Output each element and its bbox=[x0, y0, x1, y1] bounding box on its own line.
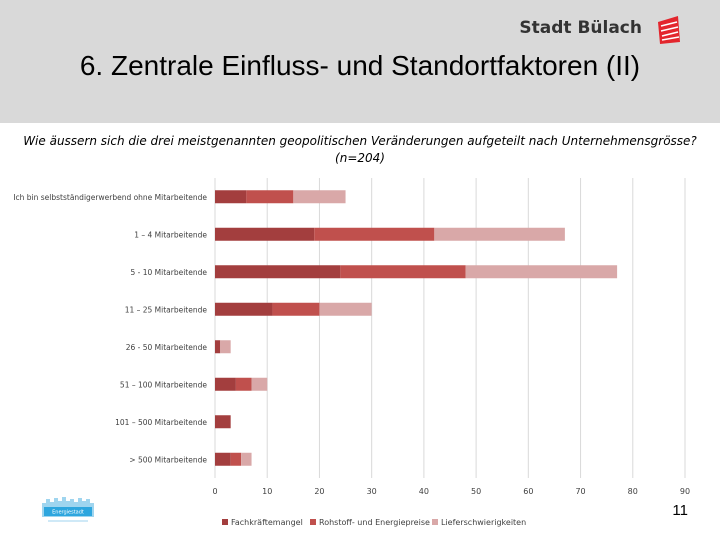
bar-2-7 bbox=[241, 452, 252, 466]
bar-0-5 bbox=[215, 377, 236, 391]
legend-swatch-0 bbox=[222, 519, 228, 525]
bar-1-5 bbox=[235, 377, 252, 391]
x-tick-label-9: 90 bbox=[680, 487, 690, 496]
bar-1-7 bbox=[230, 452, 242, 466]
bar-2-1 bbox=[434, 227, 565, 241]
legend-label-0: Fachkräftemangel bbox=[231, 518, 303, 527]
x-tick-label-3: 30 bbox=[367, 487, 377, 496]
category-label-5: 51 – 100 Mitarbeitende bbox=[120, 380, 207, 389]
bar-0-3 bbox=[215, 302, 273, 316]
legend-swatch-2 bbox=[432, 519, 438, 525]
bar-2-2 bbox=[465, 265, 618, 279]
chart-title-text: Wie äussern sich die drei meistgenannten… bbox=[23, 134, 697, 148]
category-label-1: 1 – 4 Mitarbeitende bbox=[134, 230, 207, 239]
bar-1-0 bbox=[246, 190, 294, 204]
x-tick-label-6: 60 bbox=[523, 487, 533, 496]
category-label-7: > 500 Mitarbeitende bbox=[129, 455, 207, 464]
x-tick-label-1: 10 bbox=[262, 487, 272, 496]
slide-header bbox=[0, 0, 720, 123]
logo-text: Energiestadt bbox=[52, 510, 84, 516]
x-tick-label-5: 50 bbox=[471, 487, 481, 496]
bar-2-3 bbox=[319, 302, 372, 316]
bar-0-1 bbox=[215, 227, 315, 241]
category-label-3: 11 – 25 Mitarbeitende bbox=[125, 305, 208, 314]
slide-title: 6. Zentrale Einfluss- und Standortfaktor… bbox=[79, 50, 641, 81]
bar-2-4 bbox=[220, 340, 231, 354]
bar-0-7 bbox=[215, 452, 231, 466]
bar-1-3 bbox=[272, 302, 320, 316]
x-tick-label-2: 20 bbox=[314, 487, 324, 496]
category-label-2: 5 - 10 Mitarbeitende bbox=[131, 268, 208, 277]
legend-label-2: Lieferschwierigkeiten bbox=[441, 518, 526, 527]
x-tick-label-4: 40 bbox=[419, 487, 429, 496]
bar-1-1 bbox=[314, 227, 435, 241]
bar-0-6 bbox=[215, 415, 231, 429]
category-label-0: Ich bin selbstständigerwerbend ohne Mita… bbox=[13, 193, 207, 202]
bar-2-0 bbox=[293, 190, 346, 204]
x-tick-label-8: 80 bbox=[628, 487, 638, 496]
page-number: 11 bbox=[672, 502, 688, 519]
stacked-bar-chart: 0 10 20 30 40 50 60 70 80 90 Ich bin selbstständig… bbox=[13, 178, 690, 527]
legend-label-1: Rohstoff- und Energiepreise bbox=[319, 518, 430, 527]
stadt-buelach-logo-icon bbox=[656, 14, 682, 51]
bar-1-2 bbox=[340, 265, 466, 279]
x-tick-label-7: 70 bbox=[575, 487, 585, 496]
bar-0-4 bbox=[215, 340, 221, 354]
chart-subtitle: (n=204) bbox=[335, 151, 385, 165]
legend-swatch-1 bbox=[310, 519, 316, 525]
category-label-6: 101 – 500 Mitarbeitende bbox=[115, 418, 207, 427]
x-tick-label-0: 0 bbox=[212, 487, 217, 496]
chart-title: Wie äussern sich die drei meistgenannten… bbox=[0, 133, 720, 167]
brand-name: Stadt Bülach bbox=[519, 18, 642, 38]
category-label-4: 26 - 50 Mitarbeitende bbox=[126, 343, 208, 352]
bar-2-5 bbox=[251, 377, 268, 391]
bar-0-0 bbox=[215, 190, 247, 204]
energiestadt-logo: Energiestadt bbox=[40, 495, 98, 532]
bar-0-2 bbox=[215, 265, 341, 279]
